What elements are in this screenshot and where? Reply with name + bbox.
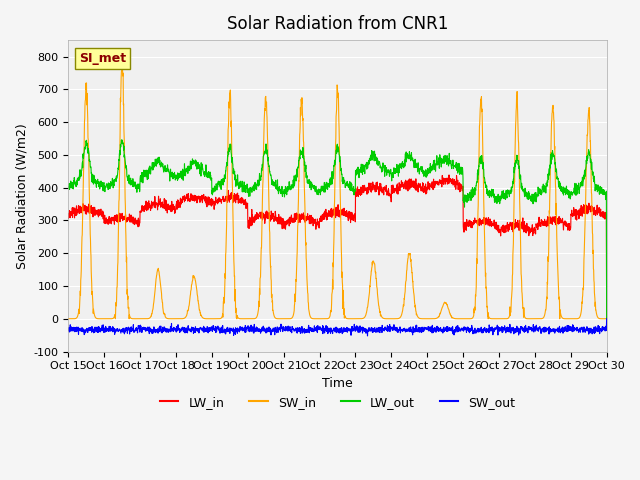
SW_in [556,300,563,305]
SW_in [111,316,119,322]
Line: SW_out: SW_out [68,319,607,336]
LW_out [215,182,223,188]
LW_in [494,228,502,234]
Line: LW_out: LW_out [68,140,607,319]
Line: SW_in: SW_in [68,62,607,319]
LW_in [445,172,453,178]
SW_out [556,326,563,332]
LW_in [603,316,611,322]
SW_in [215,316,223,322]
LW_out [365,161,372,167]
LW_in [365,189,372,195]
SW_out [494,332,502,338]
SW_out [353,323,360,329]
LW_in [353,191,360,196]
SW_in [118,59,125,65]
LW_in [214,200,222,205]
LW_out [603,316,611,322]
SW_out [570,324,578,330]
SW_out [365,327,372,333]
SW_out [603,316,611,322]
LW_in [570,212,578,217]
X-axis label: Time: Time [322,377,353,390]
Text: SI_met: SI_met [79,52,126,65]
Legend: LW_in, SW_in, LW_out, SW_out: LW_in, SW_in, LW_out, SW_out [155,391,520,414]
LW_in [556,220,563,226]
SW_in [65,316,72,322]
SW_out [214,327,222,333]
Y-axis label: Solar Radiation (W/m2): Solar Radiation (W/m2) [15,123,28,269]
SW_in [353,316,361,322]
Title: Solar Radiation from CNR1: Solar Radiation from CNR1 [227,15,448,33]
Line: LW_in: LW_in [68,175,607,319]
SW_out [65,327,72,333]
SW_in [603,316,611,322]
LW_out [556,180,563,185]
SW_in [494,316,502,322]
LW_out [570,185,578,191]
SW_in [365,293,373,299]
LW_in [65,211,72,217]
LW_out [118,137,125,143]
LW_out [494,194,502,200]
SW_out [364,333,371,339]
LW_out [65,184,72,190]
SW_in [571,316,579,322]
LW_out [353,171,361,177]
